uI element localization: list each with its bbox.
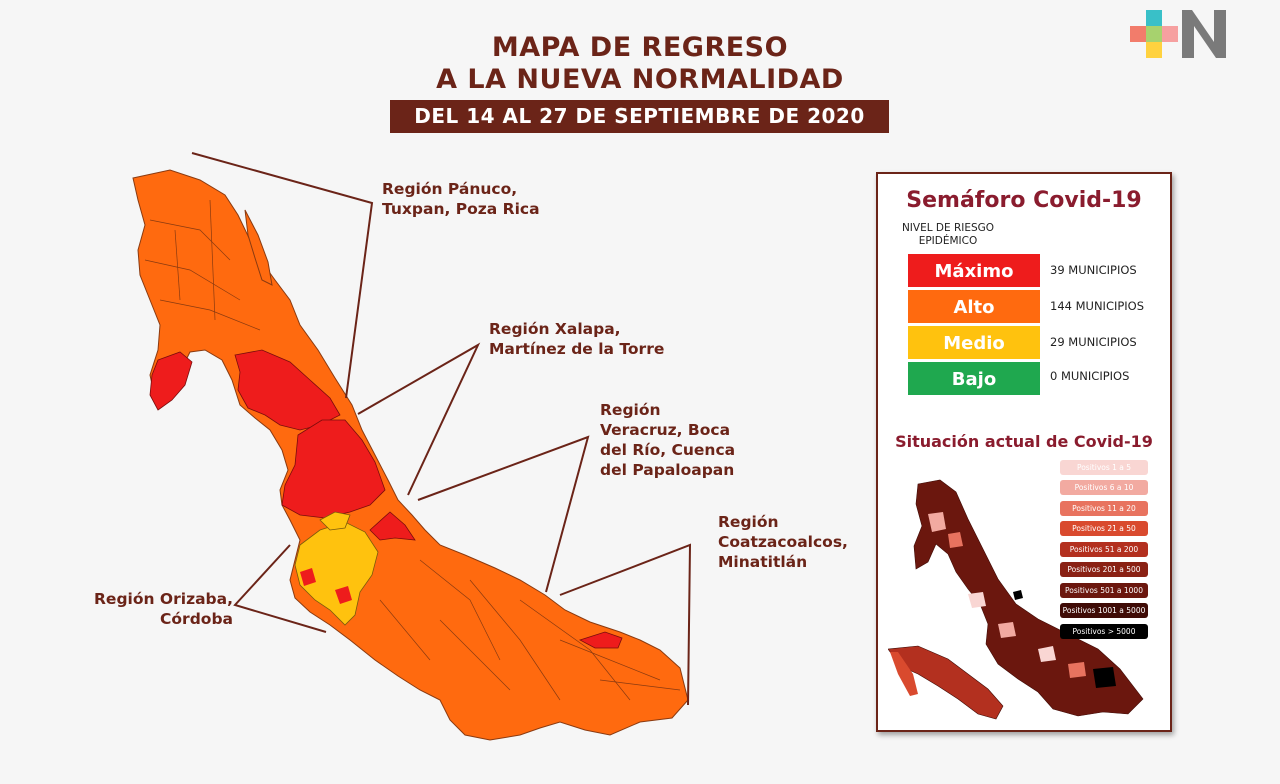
legend-positivos-51-200: Positivos 51 a 200: [1060, 542, 1148, 557]
max-risk-area-coatzacoalcos: [578, 631, 623, 649]
risk-count-high: 144 MUNICIPIOS: [1050, 299, 1145, 313]
baja-california-shape: [890, 652, 918, 696]
medium-risk-area-sub: [319, 511, 351, 531]
region-label-orizaba: Región Orizaba, Córdoba: [94, 590, 233, 628]
medium-risk-area-orizaba: [294, 521, 379, 626]
legend-positivos-1001-5000: Positivos 1001 a 5000: [1060, 603, 1148, 618]
legend-positivos-21-50: Positivos 21 a 50: [1060, 521, 1148, 536]
region-label-xalapa: Región Xalapa, Martínez de la Torre: [489, 320, 665, 358]
situacion-title: Situación actual de Covid-19: [895, 432, 1153, 451]
risk-count-low: 0 MUNICIPIOS: [1050, 369, 1130, 383]
title-line-2: A LA NUEVA NORMALIDAD: [436, 64, 844, 95]
legend-positivos-11-20: Positivos 11 a 20: [1060, 501, 1148, 516]
title-line-1: MAPA DE REGRESO: [491, 32, 789, 63]
max-risk-area-xalapa: [281, 419, 386, 519]
veracruz-map: [132, 152, 692, 741]
mexico-shape: [888, 645, 1004, 720]
max-risk-patch-orizaba: [300, 568, 316, 586]
coastal-lagoon-shape: [244, 209, 273, 286]
veracruz-mini-shape: [913, 479, 1144, 717]
risk-level-header: NIVEL DE RIESGO EPIDÉMICO: [901, 222, 995, 247]
legend-positivos-5000-plus: Positivos > 5000: [1060, 624, 1148, 639]
max-risk-area-west: [149, 351, 193, 411]
risk-level-medium: Medio: [908, 326, 1040, 359]
date-banner: DEL 14 AL 27 DE SEPTIEMBRE DE 2020: [390, 100, 889, 133]
state-veracruz-shape: [132, 169, 689, 741]
situacion-mini-map: [888, 479, 1144, 720]
semaforo-panel: Semáforo Covid-19 NIVEL DE RIESGO EPIDÉM…: [876, 172, 1172, 732]
semaforo-title: Semáforo Covid-19: [906, 188, 1142, 213]
leader-lines: [191, 152, 692, 706]
plus-n-logo-icon: [1130, 10, 1226, 58]
legend-positivos-201-500: Positivos 201 a 500: [1060, 562, 1148, 577]
legend-positivos-1-5: Positivos 1 a 5: [1060, 460, 1148, 475]
legend-positivos-501-1000: Positivos 501 a 1000: [1060, 583, 1148, 598]
mini-map-light-patches: [928, 512, 1116, 688]
max-risk-area-veracruz: [369, 511, 416, 541]
risk-count-medium: 29 MUNICIPIOS: [1050, 335, 1137, 349]
risk-level-high: Alto: [908, 290, 1040, 323]
risk-level-low: Bajo: [908, 362, 1040, 395]
region-label-panuco: Región Pánuco, Tuxpan, Poza Rica: [382, 180, 540, 218]
risk-level-max: Máximo: [908, 254, 1040, 287]
max-risk-patch-cordoba: [335, 586, 352, 604]
region-label-veracruz: Región Veracruz, Boca del Río, Cuenca del …: [600, 401, 736, 479]
region-label-coatzacoalcos: Región Coatzacoalcos, Minatitlán: [718, 513, 848, 571]
municipal-borders: [144, 199, 681, 701]
risk-count-max: 39 MUNICIPIOS: [1050, 263, 1137, 277]
legend-positivos-6-10: Positivos 6 a 10: [1060, 480, 1148, 495]
